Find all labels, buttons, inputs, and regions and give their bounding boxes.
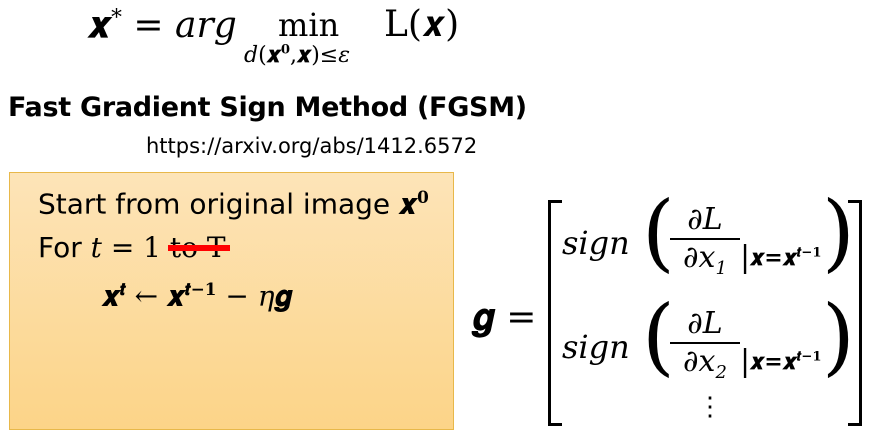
evaluation-at: |𝒙=𝒙𝒕−𝟏 bbox=[740, 240, 822, 275]
algo-line-start: Start from original image 𝒙𝟎 bbox=[38, 187, 429, 221]
sign-function: sign bbox=[562, 224, 630, 262]
numerator: ∂L bbox=[687, 306, 723, 341]
g-vector-var: 𝒈 bbox=[472, 296, 495, 338]
den-sub: 2 bbox=[715, 362, 727, 383]
x-var: 𝒙 bbox=[297, 42, 312, 68]
start-text: Start from original image bbox=[38, 187, 400, 221]
struck-to-t: to T bbox=[167, 231, 230, 264]
for-text: For bbox=[38, 231, 91, 264]
gradient-lhs: 𝒈 = bbox=[472, 296, 536, 339]
x-star-var: 𝒙 bbox=[88, 4, 112, 46]
loss-function: L(𝒙) bbox=[384, 4, 460, 45]
right-paren: ) bbox=[822, 287, 855, 385]
g-var: 𝒈 bbox=[274, 279, 293, 313]
vertical-ellipsis: ⋮ bbox=[697, 392, 723, 422]
paper-url[interactable]: https://arxiv.org/abs/1412.6572 bbox=[146, 134, 478, 158]
sign-function: sign bbox=[562, 328, 630, 366]
eta: η bbox=[257, 279, 275, 313]
arg-text: arg bbox=[175, 5, 237, 46]
right-paren: ) bbox=[822, 183, 855, 281]
numerator: ∂L bbox=[687, 202, 723, 237]
eval-sup: 𝒕−𝟏 bbox=[796, 245, 822, 261]
gradient-row-2: sign ( ∂L ∂x2 |𝒙=𝒙𝒕−𝟏 ) bbox=[560, 294, 855, 402]
x0-var: 𝒙 bbox=[399, 187, 418, 221]
equals-sign: = bbox=[506, 297, 537, 338]
red-strikethrough bbox=[167, 245, 230, 252]
den-text: ∂x bbox=[683, 344, 716, 379]
equals-sign: = bbox=[133, 5, 164, 46]
left-arrow: ← bbox=[134, 279, 159, 313]
x0-sup: 𝟎 bbox=[280, 42, 291, 58]
algo-update-rule: 𝒙𝒕 ← 𝒙𝒕−𝟏 − η𝒈 bbox=[102, 279, 292, 313]
minus-sign: − bbox=[225, 279, 249, 313]
eval-text: 𝒙=𝒙 bbox=[750, 349, 797, 375]
left-bracket bbox=[548, 200, 562, 426]
min-constraint: d(𝒙𝟎,𝒙)≤ε bbox=[244, 42, 351, 68]
gradient-row-1: sign ( ∂L ∂x1 |𝒙=𝒙𝒕−𝟏 ) bbox=[560, 190, 855, 298]
t-var: t bbox=[90, 231, 102, 264]
epsilon: ε bbox=[338, 43, 351, 68]
xt1-var: 𝒙 bbox=[166, 279, 185, 313]
section-title: Fast Gradient Sign Method (FGSM) bbox=[8, 92, 527, 123]
left-paren: ( bbox=[642, 183, 675, 281]
partial-fraction: ∂L ∂x1 bbox=[670, 202, 740, 287]
denominator: ∂x2 bbox=[670, 342, 740, 391]
den-sub: 1 bbox=[715, 258, 727, 279]
objective-lhs: 𝒙* = arg bbox=[88, 4, 237, 47]
den-text: ∂x bbox=[683, 240, 716, 275]
xt-var: 𝒙 bbox=[102, 279, 121, 313]
x0-var: 𝒙 bbox=[266, 42, 281, 68]
xt-sup: 𝒕 bbox=[120, 279, 126, 299]
star-sup: * bbox=[111, 5, 122, 30]
eval-text: 𝒙=𝒙 bbox=[750, 245, 797, 271]
algo-line-for: For t = 1 to T bbox=[38, 231, 230, 264]
objective-equation: 𝒙* = arg min L(𝒙) d(𝒙𝟎,𝒙)≤ε bbox=[88, 4, 468, 74]
denominator: ∂x1 bbox=[670, 238, 740, 287]
x0-sup: 𝟎 bbox=[417, 187, 429, 207]
min-operator: min bbox=[278, 6, 340, 44]
le-sign: ≤ bbox=[319, 43, 339, 68]
partial-fraction: ∂L ∂x2 bbox=[670, 306, 740, 391]
eq-one: = 1 bbox=[101, 231, 170, 264]
right-bracket bbox=[848, 200, 862, 426]
xt1-sup: 𝒕−𝟏 bbox=[185, 279, 217, 299]
distance-d: d bbox=[244, 43, 259, 68]
algorithm-box: Start from original image 𝒙𝟎 For t = 1 t… bbox=[9, 172, 454, 430]
evaluation-at: |𝒙=𝒙𝒕−𝟏 bbox=[740, 344, 822, 379]
left-paren: ( bbox=[642, 287, 675, 385]
eval-sup: 𝒕−𝟏 bbox=[796, 349, 822, 365]
